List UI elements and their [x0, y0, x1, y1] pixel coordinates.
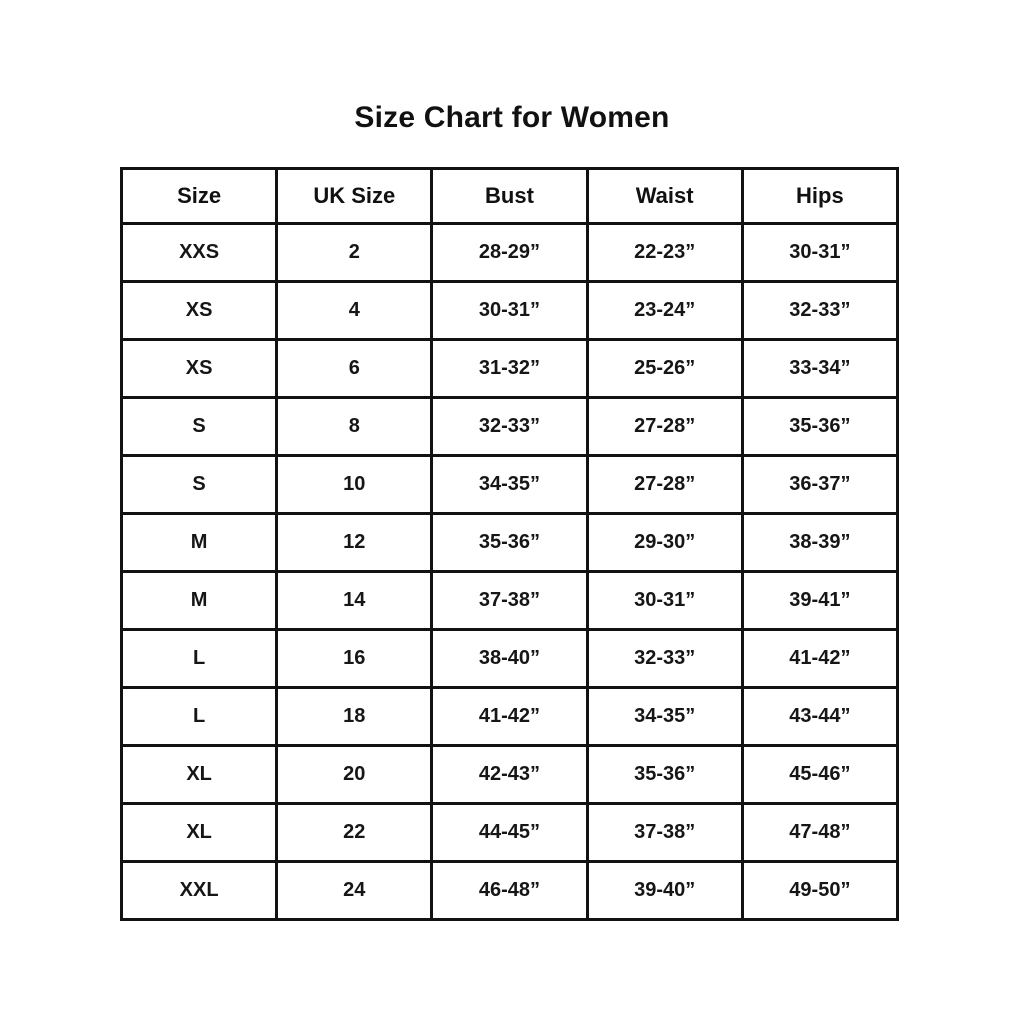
table-row: XXS 2 28-29” 22-23” 30-31”	[119, 222, 900, 283]
table-cell: XS	[119, 338, 279, 399]
table-body: XXS 2 28-29” 22-23” 30-31” XS 4 30-31” 23-24” 32-…	[119, 222, 900, 921]
table-cell: 35-36”	[430, 512, 589, 573]
column-header: Waist	[585, 167, 744, 225]
column-header: Bust	[430, 167, 589, 225]
table-cell: 2	[275, 222, 434, 283]
table-cell: 30-31”	[585, 570, 744, 631]
column-header: UK Size	[275, 167, 434, 225]
table-cell: 27-28”	[585, 454, 744, 515]
table-cell: XXS	[119, 222, 279, 283]
table-cell: XL	[119, 802, 279, 863]
table-cell: 47-48”	[740, 802, 900, 863]
table-cell: S	[119, 396, 279, 457]
table-cell: 41-42”	[430, 686, 589, 747]
table-cell: 46-48”	[430, 860, 589, 921]
table-cell: XL	[119, 744, 279, 805]
header-row: Size UK Size Bust Waist Hips	[119, 167, 900, 225]
table-row: L 16 38-40” 32-33” 41-42”	[119, 628, 900, 689]
table-cell: 35-36”	[585, 744, 744, 805]
table-row: S 10 34-35” 27-28” 36-37”	[119, 454, 900, 515]
table-cell: 4	[275, 280, 434, 341]
table-cell: XS	[119, 280, 279, 341]
page-title: Size Chart for Women	[354, 101, 670, 134]
table-cell: 36-37”	[740, 454, 900, 515]
table-row: XL 22 44-45” 37-38” 47-48”	[119, 802, 900, 863]
table-cell: 30-31”	[740, 222, 900, 283]
table-cell: L	[119, 628, 279, 689]
table-row: XL 20 42-43” 35-36” 45-46”	[119, 744, 900, 805]
table-cell: XXL	[119, 860, 279, 921]
table-cell: S	[119, 454, 279, 515]
table-cell: 49-50”	[740, 860, 900, 921]
table-row: XS 4 30-31” 23-24” 32-33”	[119, 280, 900, 341]
table-cell: 10	[275, 454, 434, 515]
table-cell: 44-45”	[430, 802, 589, 863]
table-cell: 24	[275, 860, 434, 921]
table-cell: 16	[275, 628, 434, 689]
table-cell: 14	[275, 570, 434, 631]
table-cell: 33-34”	[740, 338, 900, 399]
table-cell: 34-35”	[585, 686, 744, 747]
size-chart-table: Size UK Size Bust Waist Hips XXS 2 28-29” 22-23…	[119, 167, 900, 921]
table-cell: 39-41”	[740, 570, 900, 631]
table-cell: 12	[275, 512, 434, 573]
table-cell: 29-30”	[585, 512, 744, 573]
table-cell: 32-33”	[585, 628, 744, 689]
table-row: XXL 24 46-48” 39-40” 49-50”	[119, 860, 900, 921]
table-cell: 37-38”	[585, 802, 744, 863]
table-cell: 45-46”	[740, 744, 900, 805]
table-cell: 43-44”	[740, 686, 900, 747]
table-row: M 12 35-36” 29-30” 38-39”	[119, 512, 900, 573]
table-cell: 30-31”	[430, 280, 589, 341]
table-cell: 6	[275, 338, 434, 399]
table-cell: 35-36”	[740, 396, 900, 457]
table-cell: L	[119, 686, 279, 747]
table-cell: 32-33”	[430, 396, 589, 457]
table-row: S 8 32-33” 27-28” 35-36”	[119, 396, 900, 457]
table-cell: 22	[275, 802, 434, 863]
table-cell: M	[119, 512, 279, 573]
table-cell: 39-40”	[585, 860, 744, 921]
table-header: Size UK Size Bust Waist Hips	[119, 167, 900, 225]
table-row: L 18 41-42” 34-35” 43-44”	[119, 686, 900, 747]
table-row: M 14 37-38” 30-31” 39-41”	[119, 570, 900, 631]
table-cell: 20	[275, 744, 434, 805]
column-header: Size	[119, 167, 279, 225]
table-cell: 34-35”	[430, 454, 589, 515]
table-cell: 38-39”	[740, 512, 900, 573]
table-cell: 25-26”	[585, 338, 744, 399]
table-cell: 23-24”	[585, 280, 744, 341]
table-cell: 41-42”	[740, 628, 900, 689]
table-cell: 32-33”	[740, 280, 900, 341]
table-cell: 28-29”	[430, 222, 589, 283]
column-header: Hips	[740, 167, 900, 225]
table-row: XS 6 31-32” 25-26” 33-34”	[119, 338, 900, 399]
table-cell: 22-23”	[585, 222, 744, 283]
table-cell: 18	[275, 686, 434, 747]
table-cell: 38-40”	[430, 628, 589, 689]
table-cell: 27-28”	[585, 396, 744, 457]
table-cell: M	[119, 570, 279, 631]
table-cell: 31-32”	[430, 338, 589, 399]
table-cell: 42-43”	[430, 744, 589, 805]
table-cell: 37-38”	[430, 570, 589, 631]
table-cell: 8	[275, 396, 434, 457]
